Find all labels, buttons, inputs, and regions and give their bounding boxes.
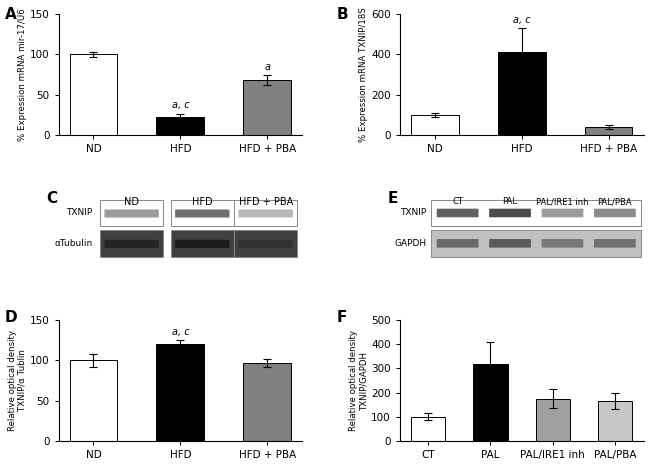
FancyBboxPatch shape — [175, 210, 229, 218]
FancyBboxPatch shape — [170, 230, 234, 256]
Bar — [411, 115, 459, 135]
FancyBboxPatch shape — [175, 240, 229, 248]
Bar — [598, 401, 632, 441]
Text: D: D — [5, 310, 18, 326]
FancyBboxPatch shape — [489, 239, 531, 247]
Text: ND: ND — [124, 197, 139, 207]
Text: a, c: a, c — [513, 15, 530, 25]
FancyBboxPatch shape — [432, 230, 641, 256]
Text: E: E — [387, 191, 398, 206]
Text: a, c: a, c — [172, 100, 189, 110]
Bar — [70, 360, 118, 441]
Text: C: C — [46, 191, 57, 206]
Text: HFD + PBA: HFD + PBA — [239, 197, 292, 207]
FancyBboxPatch shape — [437, 239, 478, 247]
Bar — [536, 399, 570, 441]
FancyBboxPatch shape — [105, 210, 159, 218]
Bar — [70, 55, 118, 135]
FancyBboxPatch shape — [541, 239, 583, 247]
Bar — [584, 127, 632, 135]
FancyBboxPatch shape — [234, 200, 298, 226]
FancyBboxPatch shape — [594, 239, 636, 247]
Text: GAPDH: GAPDH — [395, 239, 426, 248]
Text: PAL/PBA: PAL/PBA — [597, 197, 632, 206]
FancyBboxPatch shape — [541, 209, 583, 217]
FancyBboxPatch shape — [432, 200, 641, 226]
Text: F: F — [337, 310, 346, 326]
Text: a, c: a, c — [172, 327, 189, 337]
Y-axis label: % Expression mRNA mir-17/U6: % Expression mRNA mir-17/U6 — [18, 8, 27, 141]
Text: CT: CT — [452, 197, 463, 206]
Text: HFD: HFD — [192, 197, 213, 207]
FancyBboxPatch shape — [489, 209, 531, 217]
Bar — [157, 117, 204, 135]
Text: B: B — [337, 7, 348, 22]
FancyBboxPatch shape — [170, 200, 234, 226]
Text: a: a — [265, 62, 270, 72]
FancyBboxPatch shape — [100, 200, 163, 226]
Y-axis label: Relative optical density
TXNIP/α Tublin: Relative optical density TXNIP/α Tublin — [8, 330, 27, 431]
Text: PAL/IRE1 inh: PAL/IRE1 inh — [536, 197, 589, 206]
Text: A: A — [5, 7, 17, 22]
FancyBboxPatch shape — [105, 240, 159, 248]
Text: PAL: PAL — [502, 197, 517, 206]
FancyBboxPatch shape — [594, 209, 636, 217]
Y-axis label: Relative optical density
TXNIP/GAPDH: Relative optical density TXNIP/GAPDH — [349, 330, 369, 431]
FancyBboxPatch shape — [100, 230, 163, 256]
FancyBboxPatch shape — [234, 230, 298, 256]
Text: αTubulin: αTubulin — [55, 239, 92, 248]
Text: TXNIP: TXNIP — [66, 209, 92, 218]
FancyBboxPatch shape — [437, 209, 478, 217]
Bar — [157, 344, 204, 441]
Bar — [243, 80, 291, 135]
Y-axis label: % Expression mRNA TXNIP/18S: % Expression mRNA TXNIP/18S — [359, 7, 369, 142]
Bar — [411, 417, 445, 441]
Bar — [498, 53, 545, 135]
FancyBboxPatch shape — [239, 240, 293, 248]
Text: TXNIP: TXNIP — [400, 209, 426, 218]
Bar — [243, 363, 291, 441]
Bar — [473, 364, 508, 441]
FancyBboxPatch shape — [239, 210, 293, 218]
